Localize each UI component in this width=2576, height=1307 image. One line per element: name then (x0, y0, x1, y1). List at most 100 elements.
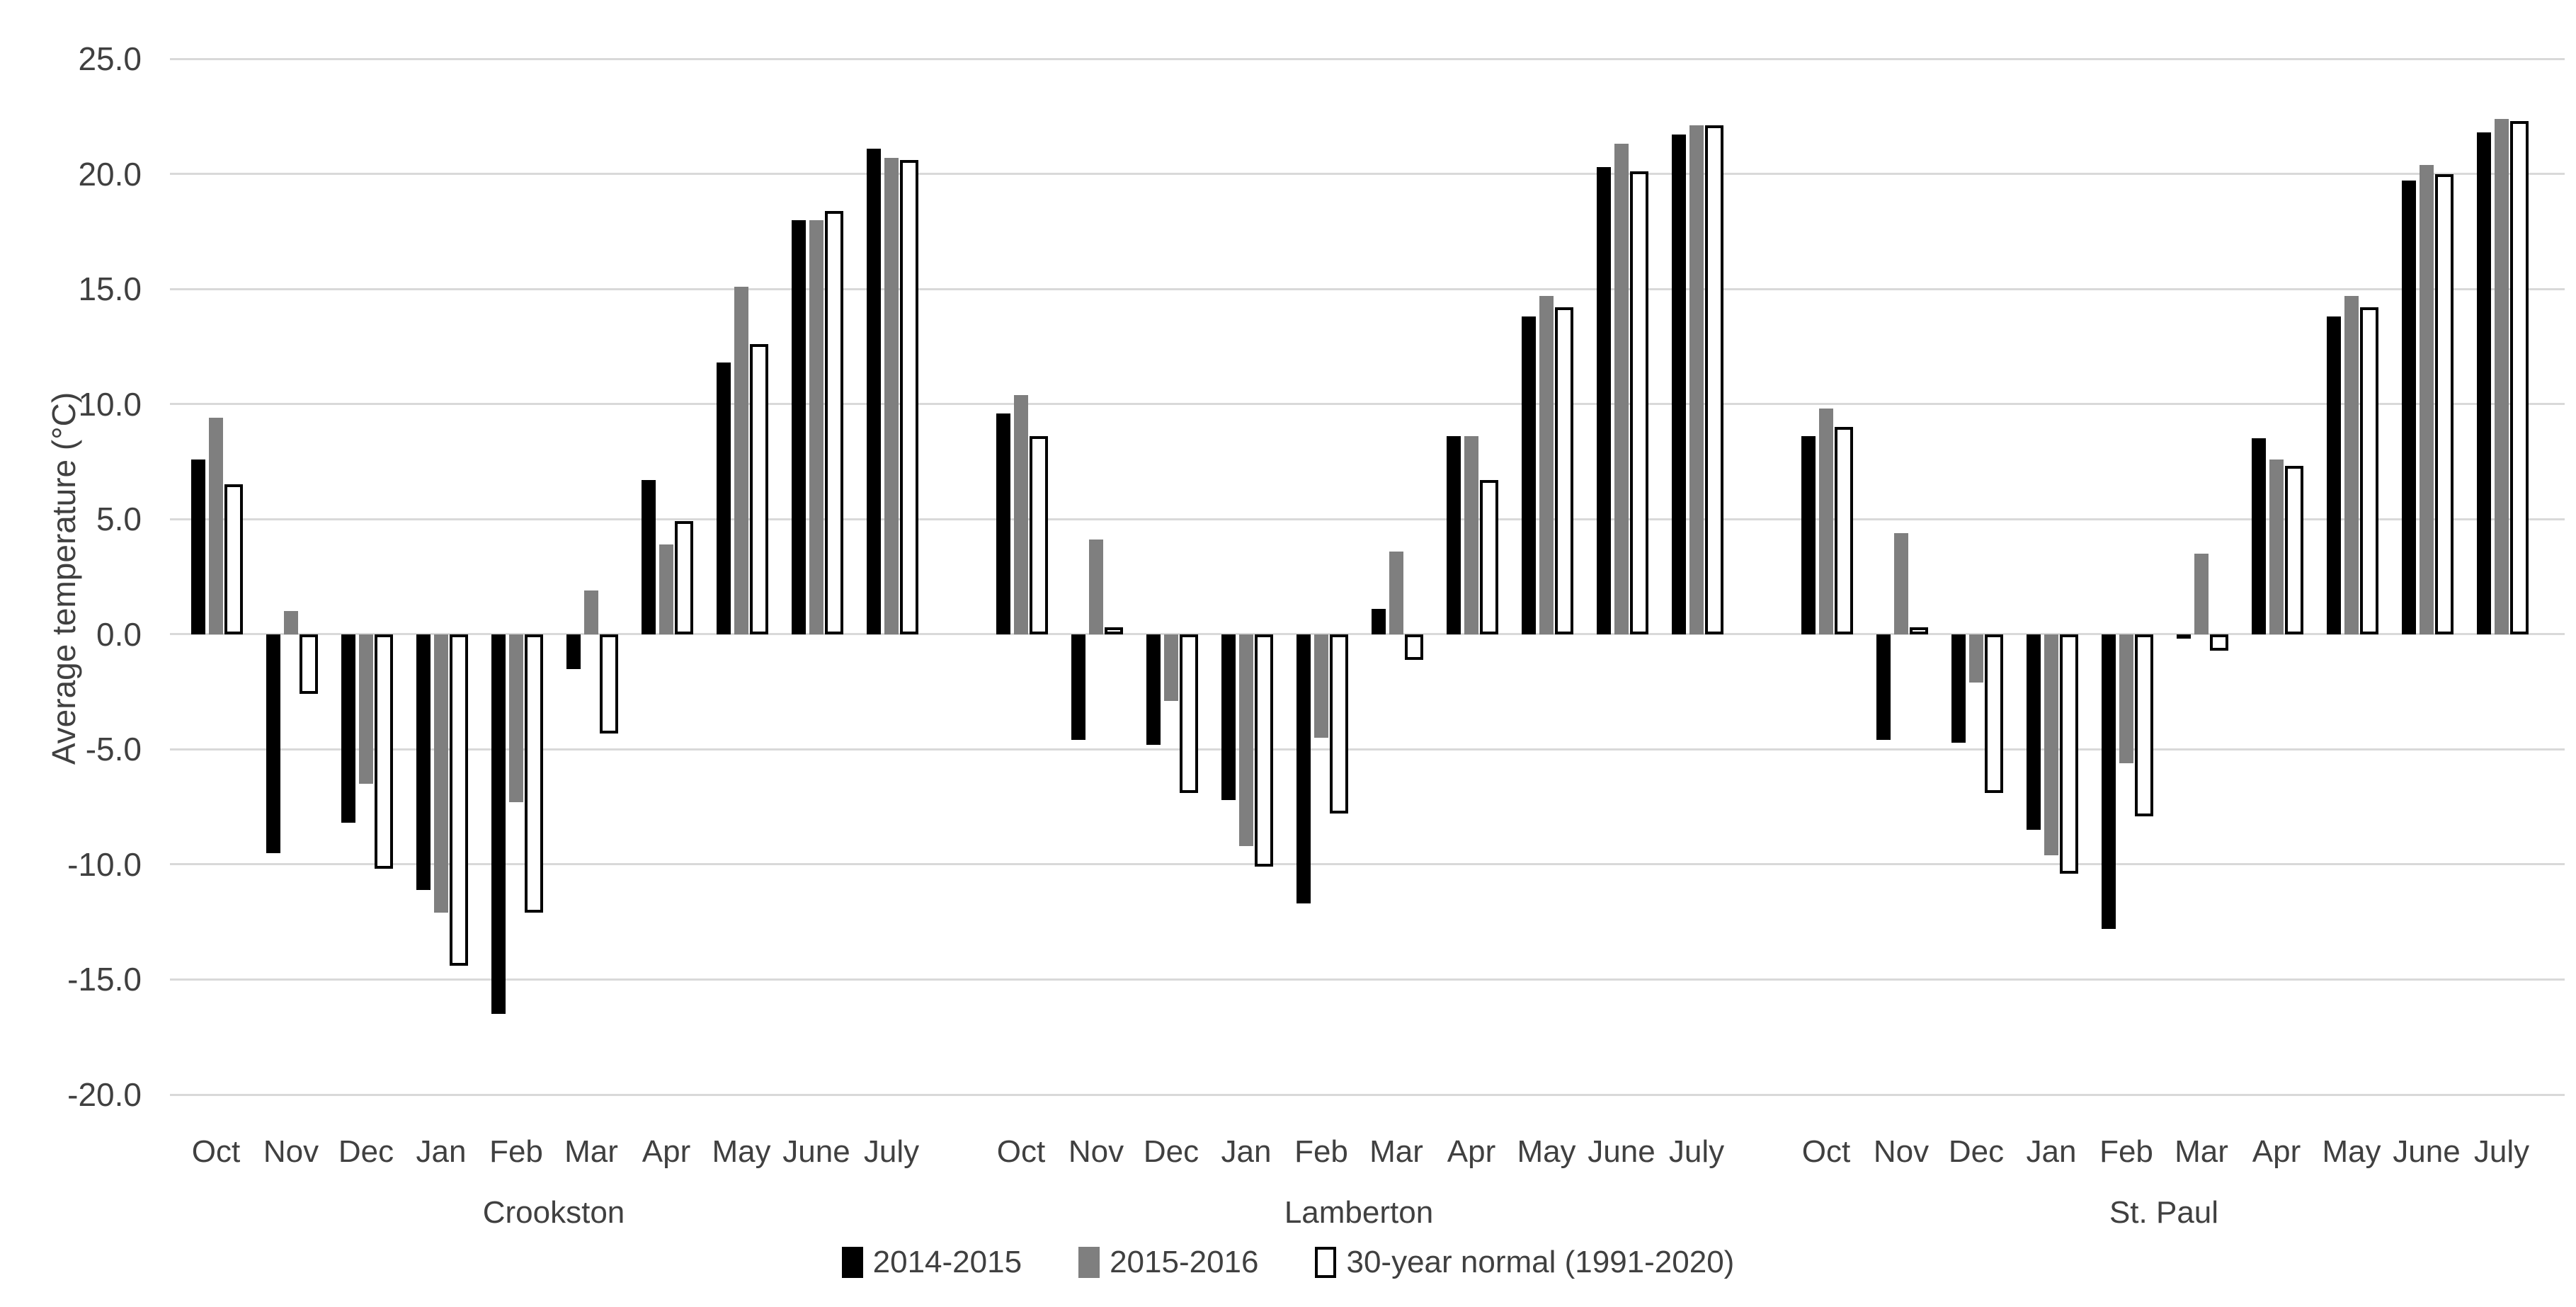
bar-30-year-normal-1991-2020-crookston-dec (375, 634, 393, 869)
bar-2014-2015-crookston-jan (416, 634, 431, 890)
bar-30-year-normal-1991-2020-lamberton-mar (1405, 634, 1423, 660)
bar-2014-2015-lamberton-oct (996, 413, 1010, 634)
bar-30-year-normal-1991-2020-crookston-may (750, 344, 768, 634)
legend-item-2015-2016: 2015-2016 (1078, 1245, 1258, 1280)
month-label-st-paul-jan: Jan (2026, 1134, 2077, 1169)
month-label-st-paul-oct: Oct (1801, 1134, 1851, 1169)
legend-label-2015-2016: 2015-2016 (1110, 1245, 1259, 1279)
bar-2014-2015-st-paul-mar (2177, 634, 2191, 639)
bar-30-year-normal-1991-2020-crookston-feb (525, 634, 543, 913)
bar-2014-2015-st-paul-may (2327, 316, 2341, 634)
month-label-crookston-nov: Nov (263, 1134, 319, 1169)
y-tick-label--15.0: -15.0 (67, 961, 142, 998)
bar-30-year-normal-1991-2020-lamberton-dec (1180, 634, 1198, 794)
bar-2014-2015-crookston-feb (491, 634, 506, 1015)
bar-2014-2015-crookston-july (867, 148, 881, 634)
month-label-lamberton-feb: Feb (1294, 1134, 1348, 1169)
y-tick-label--10.0: -10.0 (67, 845, 142, 883)
station-label-crookston: Crookston (482, 1195, 625, 1230)
bar-30-year-normal-1991-2020-lamberton-may (1555, 307, 1573, 634)
bar-30-year-normal-1991-2020-st-paul-mar (2210, 634, 2228, 651)
month-label-st-paul-dec: Dec (1948, 1134, 2005, 1169)
bar-2014-2015-lamberton-mar (1372, 609, 1386, 634)
gridline-15.0 (170, 287, 2565, 290)
bar-2014-2015-crookston-dec (341, 634, 355, 823)
gridline--20.0 (170, 1093, 2565, 1096)
month-label-lamberton-mar: Mar (1369, 1134, 1423, 1169)
bar-2014-2015-st-paul-jan (2027, 634, 2041, 831)
bar-30-year-normal-1991-2020-crookston-oct (224, 484, 243, 634)
month-label-crookston-may: May (712, 1134, 771, 1169)
bar-30-year-normal-1991-2020-crookston-june (825, 210, 843, 634)
y-tick-label-5.0: 5.0 (96, 501, 142, 538)
bar-30-year-normal-1991-2020-st-paul-may (2360, 307, 2378, 634)
bar-30-year-normal-1991-2020-lamberton-jan (1255, 634, 1273, 867)
legend-label-2014-2015: 2014-2015 (872, 1245, 1022, 1279)
y-axis-title: Average temperature (°C) (45, 392, 82, 765)
bar-2015-2016-crookston-nov (284, 611, 298, 634)
month-label-st-paul-may: May (2322, 1134, 2381, 1169)
bar-2014-2015-st-paul-feb (2102, 634, 2116, 929)
bar-2015-2016-lamberton-jan (1239, 634, 1253, 846)
bar-2015-2016-lamberton-july (1689, 125, 1704, 634)
y-tick-label-10.0: 10.0 (78, 385, 142, 423)
bar-2014-2015-st-paul-june (2402, 181, 2416, 634)
month-label-lamberton-may: May (1517, 1134, 1576, 1169)
bar-2015-2016-crookston-may (734, 286, 748, 634)
month-label-st-paul-nov: Nov (1873, 1134, 1930, 1169)
month-label-st-paul-mar: Mar (2175, 1134, 2228, 1169)
bar-2014-2015-st-paul-apr (2252, 438, 2266, 634)
bar-2015-2016-lamberton-may (1539, 295, 1554, 634)
legend: 2014-2015 2015-2016 30-year normal (1991-2… (0, 1245, 2576, 1280)
legend-item-30-year-normal-1991-2020: 30-year normal (1991-2020) (1315, 1245, 1734, 1280)
bar-2014-2015-lamberton-may (1522, 316, 1536, 634)
bar-30-year-normal-1991-2020-st-paul-dec (1985, 634, 2003, 794)
month-label-lamberton-oct: Oct (996, 1134, 1046, 1169)
gridline--15.0 (170, 978, 2565, 981)
bar-2015-2016-st-paul-june (2420, 164, 2434, 634)
bar-2014-2015-crookston-nov (266, 634, 280, 853)
month-label-lamberton-june: June (1588, 1134, 1655, 1169)
month-label-lamberton-apr: Apr (1447, 1134, 1496, 1169)
bar-2015-2016-lamberton-apr (1464, 436, 1478, 634)
bar-2014-2015-crookston-apr (642, 479, 656, 634)
month-label-st-paul-apr: Apr (2252, 1134, 2301, 1169)
bar-30-year-normal-1991-2020-lamberton-july (1705, 125, 1723, 634)
bar-30-year-normal-1991-2020-crookston-apr (675, 521, 693, 634)
bar-2015-2016-lamberton-nov (1089, 540, 1103, 634)
bar-2014-2015-lamberton-feb (1296, 634, 1311, 904)
bar-2014-2015-lamberton-june (1597, 166, 1611, 634)
bar-30-year-normal-1991-2020-st-paul-jan (2060, 634, 2078, 874)
month-label-crookston-mar: Mar (564, 1134, 618, 1169)
bar-2015-2016-crookston-dec (359, 634, 373, 784)
month-label-st-paul-june: June (2393, 1134, 2461, 1169)
bar-30-year-normal-1991-2020-lamberton-oct (1030, 436, 1048, 634)
bar-2015-2016-crookston-oct (209, 418, 223, 634)
bar-2015-2016-crookston-july (884, 157, 899, 634)
station-label-lamberton: Lamberton (1284, 1195, 1434, 1230)
y-tick-label-0.0: 0.0 (96, 615, 142, 653)
gridline-5.0 (170, 518, 2565, 520)
month-label-lamberton-dec: Dec (1143, 1134, 1199, 1169)
bar-2015-2016-lamberton-june (1614, 144, 1629, 634)
bar-2015-2016-st-paul-may (2344, 295, 2359, 634)
bar-2015-2016-st-paul-apr (2269, 459, 2284, 634)
gridline-20.0 (170, 173, 2565, 176)
month-label-crookston-feb: Feb (489, 1134, 543, 1169)
y-tick-label--20.0: -20.0 (67, 1076, 142, 1113)
gridline--10.0 (170, 863, 2565, 866)
bar-2014-2015-crookston-may (717, 363, 731, 634)
month-label-lamberton-nov: Nov (1068, 1134, 1124, 1169)
bar-30-year-normal-1991-2020-st-paul-oct (1835, 427, 1853, 634)
month-label-lamberton-jan: Jan (1221, 1134, 1272, 1169)
bar-2014-2015-crookston-oct (191, 459, 205, 634)
gridline-10.0 (170, 403, 2565, 406)
month-label-crookston-dec: Dec (338, 1134, 394, 1169)
y-tick-label--5.0: -5.0 (85, 731, 142, 768)
bar-2015-2016-crookston-june (809, 219, 823, 634)
month-label-crookston-oct: Oct (191, 1134, 241, 1169)
bar-2015-2016-st-paul-mar (2194, 553, 2209, 634)
month-label-crookston-jan: Jan (416, 1134, 467, 1169)
bar-2014-2015-lamberton-dec (1146, 634, 1161, 745)
bar-2015-2016-st-paul-july (2495, 118, 2509, 634)
